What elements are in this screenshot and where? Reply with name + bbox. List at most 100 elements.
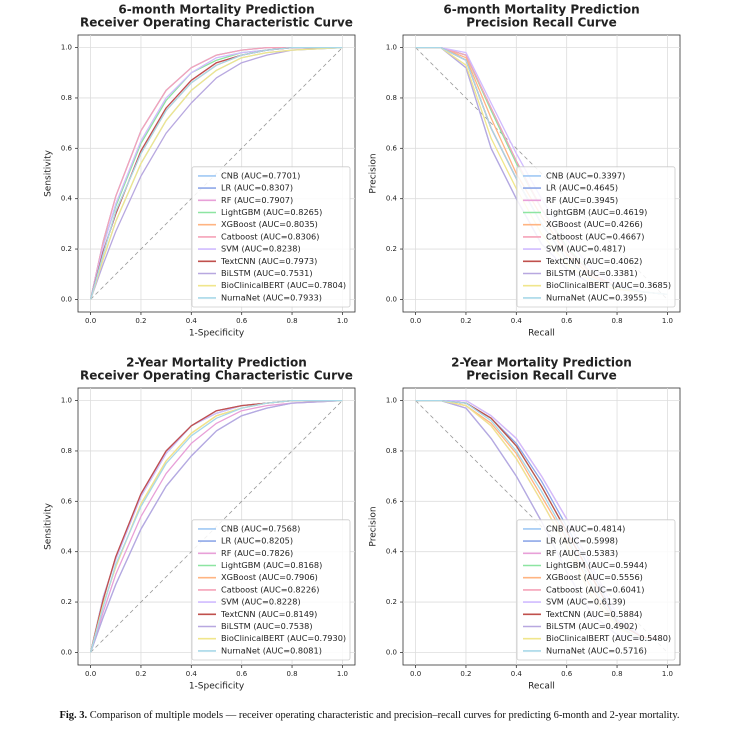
y-tick-label: 1.0 <box>61 397 72 405</box>
y-tick-label: 0.2 <box>61 245 72 253</box>
y-axis-label: Sensitivity <box>44 502 54 550</box>
chart-subtitle: Precision Recall Curve <box>466 369 617 383</box>
y-tick-label: 1.0 <box>61 44 72 52</box>
legend-label: LR (AUC=0.8205) <box>221 536 293 546</box>
curve <box>89 399 343 653</box>
charts: 6-month Mortality Prediction Receiver Ope… <box>44 3 681 692</box>
curve <box>89 46 343 300</box>
legend-label: LightGBM (AUC=0.8265) <box>221 207 322 217</box>
legend-label: SVM (AUC=0.6139) <box>546 597 626 607</box>
legend-label: BiLSTM (AUC=0.7538) <box>221 621 313 631</box>
legend-label: SVM (AUC=0.4817) <box>546 244 626 254</box>
y-tick-label: 0.4 <box>61 195 73 203</box>
y-tick-label: 1.0 <box>386 44 397 52</box>
legend-label: RF (AUC=0.7907) <box>221 195 293 205</box>
y-axis-label: Precision <box>369 506 379 546</box>
legend-label: BioClinicalBERT (AUC=0.7930) <box>221 633 346 643</box>
chart-title: 2-Year Mortality Prediction <box>126 356 307 370</box>
y-tick-label: 0.0 <box>386 295 397 303</box>
legend-label: BioClinicalBERT (AUC=0.7804) <box>221 280 346 290</box>
legend-label: RF (AUC=0.7826) <box>221 548 293 558</box>
caption-label: Fig. 3. <box>59 710 88 721</box>
legend-label: CNB (AUC=0.7701) <box>221 170 300 180</box>
legend-label: NurnaNet (AUC=0.8081) <box>221 645 322 655</box>
x-tick-label: 0.2 <box>460 317 471 325</box>
y-tick-label: 0.8 <box>386 447 397 455</box>
chart-title: 6-month Mortality Prediction <box>118 3 314 17</box>
y-tick-label: 0.6 <box>61 144 73 152</box>
legend-label: NurnaNet (AUC=0.7933) <box>221 292 322 302</box>
legend-label: LightGBM (AUC=0.4619) <box>546 207 647 217</box>
curve <box>89 399 343 653</box>
legend-label: LR (AUC=0.5998) <box>546 536 618 546</box>
legend-label: BioClinicalBERT (AUC=0.5480) <box>546 633 671 643</box>
x-tick-label: 0.8 <box>611 670 622 678</box>
legend-label: LightGBM (AUC=0.5944) <box>546 560 647 570</box>
x-axis-label: Recall <box>528 682 555 692</box>
legend-label: BiLSTM (AUC=0.3381) <box>546 268 638 278</box>
legend-label: CNB (AUC=0.3397) <box>546 170 625 180</box>
legend-label: Catboost (AUC=0.4667) <box>546 231 644 241</box>
y-tick-label: 0.6 <box>61 497 73 505</box>
caption-text: Comparison of multiple models — receiver… <box>89 710 680 721</box>
chart-subtitle: Receiver Operating Characteristic Curve <box>80 369 353 383</box>
y-tick-label: 0.0 <box>386 648 397 656</box>
x-tick-label: 1.0 <box>662 317 673 325</box>
legend-label: TextCNN (AUC=0.4062) <box>545 256 642 266</box>
legend-label: LR (AUC=0.4645) <box>546 183 618 193</box>
y-tick-label: 0.6 <box>386 497 398 505</box>
legend-label: LR (AUC=0.8307) <box>221 183 293 193</box>
legend-label: Catboost (AUC=0.8306) <box>221 231 319 241</box>
x-tick-label: 0.8 <box>286 317 297 325</box>
x-tick-label: 0.6 <box>236 670 248 678</box>
legend-box <box>516 166 676 308</box>
legend-label: SVM (AUC=0.8238) <box>221 244 301 254</box>
y-tick-label: 0.8 <box>61 447 72 455</box>
y-tick-label: 0.8 <box>386 94 397 102</box>
legend-label: TextCNN (AUC=0.5884) <box>545 609 642 619</box>
x-tick-label: 0.6 <box>561 670 573 678</box>
legend-label: BioClinicalBERT (AUC=0.3685) <box>546 280 671 290</box>
legend-label: CNB (AUC=0.4814) <box>546 523 625 533</box>
y-tick-label: 0.0 <box>61 295 72 303</box>
y-tick-label: 0.2 <box>61 598 72 606</box>
y-tick-label: 0.8 <box>61 94 72 102</box>
y-tick-label: 0.4 <box>386 195 398 203</box>
legend-label: TextCNN (AUC=0.7973) <box>220 256 317 266</box>
x-tick-label: 0.4 <box>511 317 523 325</box>
curve <box>89 399 343 653</box>
x-tick-label: 0.4 <box>186 670 198 678</box>
chart-subtitle: Precision Recall Curve <box>466 16 617 30</box>
x-axis-label: Recall <box>528 329 555 339</box>
legend-label: CNB (AUC=0.7568) <box>221 523 300 533</box>
x-tick-label: 0.6 <box>561 317 573 325</box>
x-tick-label: 0.2 <box>460 670 471 678</box>
x-tick-label: 0.0 <box>85 317 96 325</box>
y-tick-label: 0.2 <box>386 598 397 606</box>
x-tick-label: 0.4 <box>186 317 198 325</box>
legend-label: NurnaNet (AUC=0.5716) <box>546 645 647 655</box>
x-tick-label: 1.0 <box>662 670 673 678</box>
x-tick-label: 1.0 <box>337 670 348 678</box>
legend-label: XGBoost (AUC=0.8035) <box>221 219 318 229</box>
x-tick-label: 0.0 <box>410 317 421 325</box>
chart-title: 2-Year Mortality Prediction <box>451 356 632 370</box>
caption: Fig. 3. Comparison of multiple models — … <box>0 710 739 721</box>
legend-label: RF (AUC=0.5383) <box>546 548 618 558</box>
x-tick-label: 0.8 <box>286 670 297 678</box>
legend-box <box>191 519 351 661</box>
x-tick-label: 0.8 <box>611 317 622 325</box>
legend-label: Catboost (AUC=0.8226) <box>221 584 319 594</box>
x-tick-label: 1.0 <box>337 317 348 325</box>
x-tick-label: 0.2 <box>135 670 146 678</box>
x-axis-label: 1-Specificity <box>189 329 245 339</box>
chart-title: 6-month Mortality Prediction <box>443 3 639 17</box>
y-axis-label: Sensitivity <box>44 149 54 197</box>
legend-label: XGBoost (AUC=0.7906) <box>221 572 318 582</box>
x-tick-label: 0.2 <box>135 317 146 325</box>
y-axis-label: Precision <box>369 153 379 193</box>
x-tick-label: 0.0 <box>410 670 421 678</box>
x-axis-label: 1-Specificity <box>189 682 245 692</box>
legend-label: Catboost (AUC=0.6041) <box>546 584 644 594</box>
